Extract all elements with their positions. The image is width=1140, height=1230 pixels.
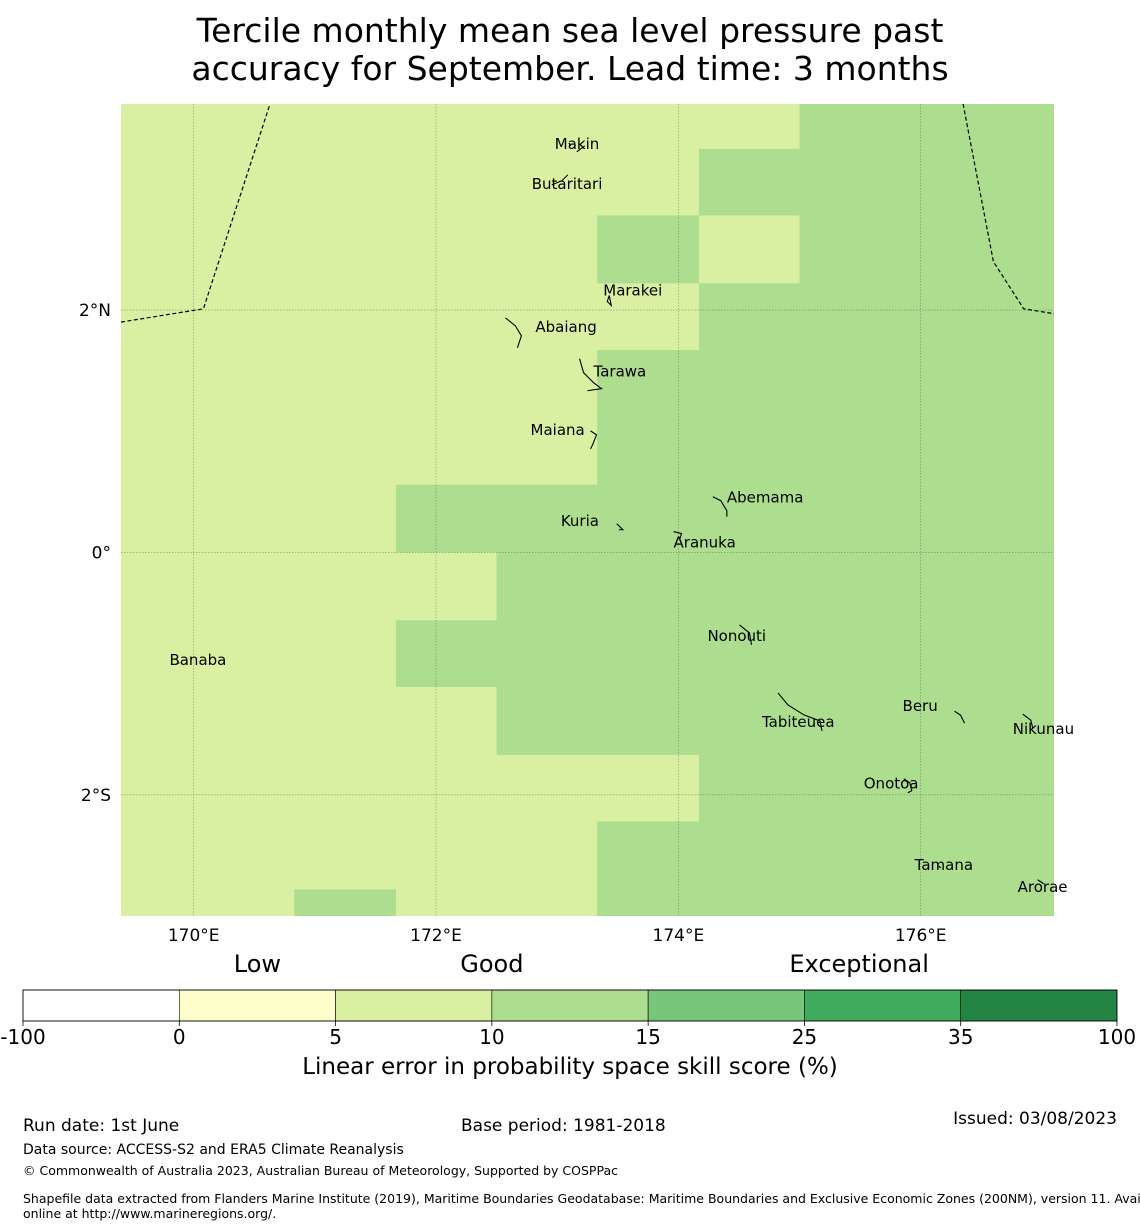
eez-boundary-1 (962, 103, 1055, 315)
colorbar-bin-35-100 (960, 989, 1118, 1022)
colorbar-bin-25-35 (804, 989, 962, 1022)
issued-date: Issued: 03/08/2023 (953, 1109, 1117, 1129)
colorbar-bin-10-15 (491, 989, 649, 1022)
island-outline-nonouti (739, 624, 752, 645)
base-period: Base period: 1981-2018 (461, 1116, 666, 1136)
eez-boundaries (120, 103, 1055, 323)
colorbar-category-low: Low (233, 950, 282, 978)
island-label-aranuka: Aranuka (674, 534, 736, 552)
colorbar-category-exceptional: Exceptional (789, 950, 929, 978)
skill-cell-7 (496, 552, 1054, 621)
island-outline-nikunau (1022, 713, 1034, 729)
island-outline-maiana (590, 430, 598, 450)
island-label-butaritari: Butaritari (532, 175, 603, 193)
copyright: © Commonwealth of Australia 2023, Austra… (23, 1163, 618, 1178)
island-outline-tamana (938, 865, 942, 869)
island-outline-tarawa (579, 358, 603, 392)
colorbar-bin-5-10 (335, 989, 493, 1022)
island-outline-makin (568, 142, 586, 153)
axis-ticks: 170°E 172°E 174°E 176°E 2°N 0° 2°S (79, 301, 947, 946)
skill-grid (121, 104, 1055, 916)
run-date: Run date: 1st June (23, 1116, 180, 1136)
skill-cell-0 (799, 104, 1054, 149)
skill-cell-2 (597, 215, 699, 284)
colorbar-tick-label: 10 (479, 1025, 504, 1049)
lat-tick-label: 2°N (79, 301, 111, 321)
lat-tick-label: 0° (92, 543, 111, 563)
colorbar-tick-label: 35 (948, 1025, 973, 1049)
lon-tick-label: 170°E (168, 926, 220, 946)
colorbar-tick-label: 100 (1098, 1025, 1136, 1049)
colorbar-tick-label: 15 (635, 1025, 660, 1049)
island-outline-tabiteuea (777, 692, 823, 732)
island-label-tabiteuea: Tabiteuea (761, 713, 835, 731)
island-outline-onotoa (903, 778, 913, 794)
eez-boundary-0 (120, 103, 271, 323)
island-outline-abemama (712, 496, 728, 517)
colorbar-category-good: Good (460, 950, 524, 978)
island-outline-butaritari (551, 174, 569, 186)
skill-cell-8 (396, 620, 1055, 687)
colorbar-tick-label: -100 (0, 1025, 45, 1049)
island-label-tarawa: Tarawa (593, 363, 647, 381)
island-label-tamana: Tamana (914, 856, 973, 874)
colorbar-tick-label: 25 (792, 1025, 817, 1049)
island-label-arorae: Arorae (1018, 878, 1068, 896)
island-label-beru: Beru (903, 697, 938, 715)
island-outline-marakei (606, 295, 613, 308)
colorbar-axis-label: Linear error in probability space skill … (302, 1054, 838, 1080)
island-label-makin: Makin (555, 135, 600, 153)
shapefile-credit: Shapefile data extracted from Flanders M… (23, 1191, 1140, 1221)
colorbar: -100 0 5 10 15 25 35 100 (0, 989, 1136, 1049)
title-line-1: Tercile monthly mean sea level pressure … (196, 11, 944, 50)
map-title: Tercile monthly mean sea level pressure … (0, 12, 1140, 88)
island-label-nikunau: Nikunau (1013, 720, 1074, 738)
lon-tick-label: 176°E (895, 926, 947, 946)
skill-cell-10 (698, 754, 1054, 822)
lon-tick-label: 172°E (410, 926, 462, 946)
island-label-nonouti: Nonouti (707, 627, 766, 645)
skill-cell-1 (698, 148, 1054, 216)
colorbar-bin--100-0 (22, 989, 180, 1022)
island-label-abemama: Abemama (727, 489, 804, 507)
island-outline-aranuka (673, 531, 683, 540)
skill-cell-11 (597, 821, 1054, 916)
skill-cell-3 (799, 215, 1054, 284)
island-outline-arorae (1037, 879, 1044, 885)
colorbar-tick-label: 0 (173, 1025, 186, 1049)
islands: Makin Butaritari Marakei Abaiang Tarawa Maian… (169, 135, 1074, 896)
island-label-kuria: Kuria (561, 512, 599, 530)
colorbar-bin-15-25 (647, 989, 805, 1022)
lat-tick-label: 2°S (81, 786, 111, 806)
data-source: Data source: ACCESS-S2 and ERA5 Climate … (23, 1142, 404, 1158)
title-line-2: accuracy for September. Lead time: 3 mon… (191, 49, 949, 88)
skill-cell-12 (294, 889, 397, 916)
island-label-maiana: Maiana (531, 421, 585, 439)
map-and-colorbar: Makin Butaritari Marakei Abaiang Tarawa Maian… (0, 103, 1136, 1049)
island-label-abaiang: Abaiang (535, 318, 596, 336)
island-outline-abaiang (505, 317, 522, 349)
island-label-banaba: Banaba (169, 651, 226, 669)
lon-tick-label: 174°E (653, 926, 705, 946)
skill-cell-6 (396, 484, 1055, 553)
skill-cell-9 (496, 686, 1054, 755)
shapefile-credit-line-1: Shapefile data extracted from Flanders M… (23, 1191, 1140, 1206)
shapefile-credit-line-2: online at http://www.marineregions.org/. (23, 1206, 277, 1221)
skill-cell-4 (698, 283, 1054, 351)
island-outline-beru (954, 710, 966, 724)
colorbar-tick-label: 5 (329, 1025, 342, 1049)
island-outline-kuria (616, 523, 625, 531)
colorbar-bin-0-5 (178, 989, 336, 1022)
colorbar-frame (22, 989, 1118, 1022)
island-label-marakei: Marakei (603, 281, 662, 299)
skill-cell-5 (597, 350, 1054, 485)
graticule (121, 104, 1054, 916)
